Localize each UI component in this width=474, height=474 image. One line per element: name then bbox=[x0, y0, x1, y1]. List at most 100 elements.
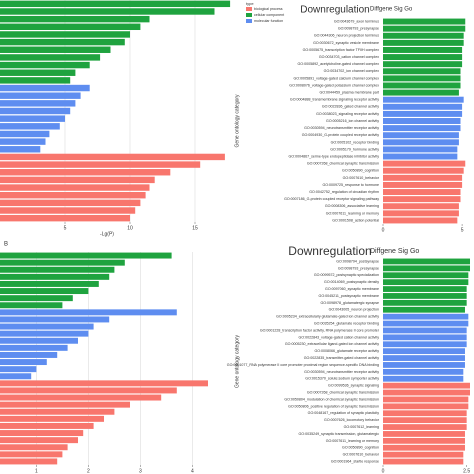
category-label: GO:0030672_synaptic vesicle membrane bbox=[313, 41, 379, 45]
bar bbox=[0, 437, 78, 444]
x-tick-label: 0 bbox=[382, 468, 385, 474]
category-label: GO:0004867_serine-type endopeptidase inh… bbox=[288, 154, 379, 158]
bar bbox=[383, 375, 464, 382]
panel-label: B bbox=[4, 242, 8, 248]
bar bbox=[0, 366, 37, 373]
bar bbox=[383, 196, 461, 203]
bar bbox=[383, 437, 465, 444]
bar bbox=[0, 280, 99, 287]
category-label: GO:0005179_hormone activity bbox=[330, 147, 379, 151]
x-tick-label: 0 bbox=[382, 227, 385, 233]
bar bbox=[0, 415, 104, 422]
bar bbox=[0, 31, 130, 38]
bar bbox=[383, 46, 463, 53]
bar bbox=[383, 89, 459, 96]
bar bbox=[0, 373, 32, 380]
x-tick-label: 2 bbox=[87, 468, 90, 474]
bar bbox=[0, 387, 177, 394]
category-label: GO:0048167_regulation of synaptic plasti… bbox=[308, 411, 380, 415]
bar bbox=[383, 444, 465, 451]
bar bbox=[0, 316, 110, 323]
category-label: GO:0050806_positive regulation of synapt… bbox=[288, 404, 379, 408]
category-label: GO:0043005_neuron projection bbox=[329, 308, 379, 312]
category-label: GO:0008306_associative learning bbox=[325, 204, 379, 208]
bar bbox=[383, 153, 458, 160]
bar bbox=[0, 61, 90, 69]
bar bbox=[383, 382, 470, 389]
category-label: GO:0035249_synaptic transmission, glutam… bbox=[298, 432, 379, 436]
bar bbox=[0, 380, 208, 387]
bar bbox=[383, 54, 463, 61]
bar bbox=[0, 259, 125, 266]
category-label: GO:0099572_postsynaptic specialization bbox=[314, 273, 379, 277]
bar bbox=[383, 299, 467, 306]
category-label: GO:0001228_transcription factor activity… bbox=[260, 328, 380, 332]
bar bbox=[383, 306, 465, 313]
category-label: GO:0098978_glutamatergic synapse bbox=[320, 301, 379, 305]
bar bbox=[383, 217, 458, 224]
bar bbox=[383, 389, 470, 396]
category-label: GO:0035254_glutamate receptor binding bbox=[314, 322, 379, 326]
bar bbox=[0, 191, 146, 199]
bar bbox=[383, 396, 469, 403]
bar bbox=[0, 8, 215, 15]
category-label: GO:0097060_synaptic membrane bbox=[325, 287, 379, 291]
bar bbox=[383, 403, 469, 410]
category-label: GO:0004888_transmembrane signaling recep… bbox=[290, 98, 379, 102]
category-label: GO:0034703_cation channel complex bbox=[319, 55, 379, 59]
plot-background bbox=[383, 258, 470, 465]
x-tick-label: 4 bbox=[191, 468, 194, 474]
x-tick-label: 1 bbox=[35, 468, 38, 474]
category-label: GO:0098794_postsynapse bbox=[336, 259, 379, 263]
category-label: GO:0007612_learning bbox=[344, 425, 379, 429]
category-label: GO:0005891_voltage-gated calcium channel… bbox=[293, 76, 379, 80]
category-label: GO:0034702_ion channel complex bbox=[324, 69, 380, 73]
category-label: GO:0005216_ion channel activity bbox=[326, 119, 379, 123]
bar bbox=[0, 344, 68, 351]
x-tick-label: 5 bbox=[64, 225, 67, 231]
category-label: GO:0007626_locomotory behavior bbox=[324, 418, 380, 422]
y-axis-label: Gene ontology category bbox=[234, 334, 240, 388]
bar bbox=[383, 320, 469, 327]
x-tick-label: 5 bbox=[461, 227, 464, 233]
bar bbox=[383, 181, 463, 188]
bar bbox=[383, 424, 467, 430]
bar bbox=[0, 266, 115, 273]
chart-title: Downregulation bbox=[288, 244, 371, 258]
bar bbox=[0, 351, 58, 358]
bar bbox=[0, 422, 94, 429]
bar bbox=[0, 458, 58, 465]
chart-subtitle: Diffgene Sig Go bbox=[370, 248, 419, 255]
category-label: GO:0050890_cognition bbox=[342, 169, 379, 173]
bar bbox=[383, 39, 464, 46]
bar bbox=[0, 295, 73, 302]
bar bbox=[383, 132, 459, 139]
bar bbox=[0, 138, 46, 145]
bar bbox=[383, 362, 465, 368]
bar bbox=[0, 123, 60, 130]
bar bbox=[0, 176, 155, 184]
bar bbox=[383, 293, 467, 299]
bar bbox=[0, 92, 81, 99]
legend-swatch bbox=[246, 19, 252, 23]
bar bbox=[383, 327, 467, 334]
bar bbox=[0, 69, 76, 76]
legend-title: type bbox=[246, 1, 254, 6]
bar bbox=[0, 161, 201, 168]
bar bbox=[0, 444, 68, 451]
bar bbox=[383, 103, 463, 110]
bar bbox=[0, 130, 50, 138]
bar bbox=[0, 288, 89, 295]
category-label: GO:0050804_modulation of chemical synapt… bbox=[284, 397, 379, 401]
bar bbox=[383, 203, 459, 210]
bar bbox=[383, 341, 467, 348]
category-label: GO:0030594_neurotransmitter receptor act… bbox=[304, 126, 379, 130]
bar bbox=[383, 160, 466, 167]
category-label: GO:0007610_behavior bbox=[343, 453, 380, 457]
y-axis-label: Gene ontology category bbox=[234, 94, 240, 148]
category-label: GO:0008066_glutamate receptor activity bbox=[314, 349, 379, 353]
bar bbox=[0, 169, 171, 176]
bar bbox=[383, 125, 461, 132]
x-tick-label: 15 bbox=[192, 225, 198, 231]
